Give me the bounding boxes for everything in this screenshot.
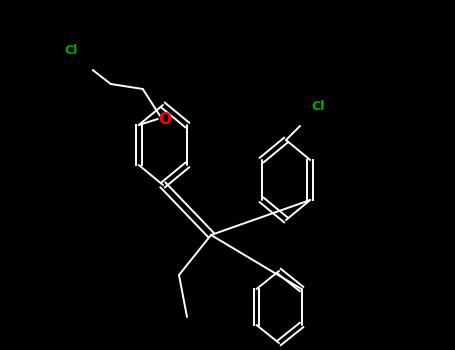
Text: Cl: Cl xyxy=(64,43,77,56)
Text: Cl: Cl xyxy=(311,99,324,112)
Text: O: O xyxy=(158,112,171,127)
